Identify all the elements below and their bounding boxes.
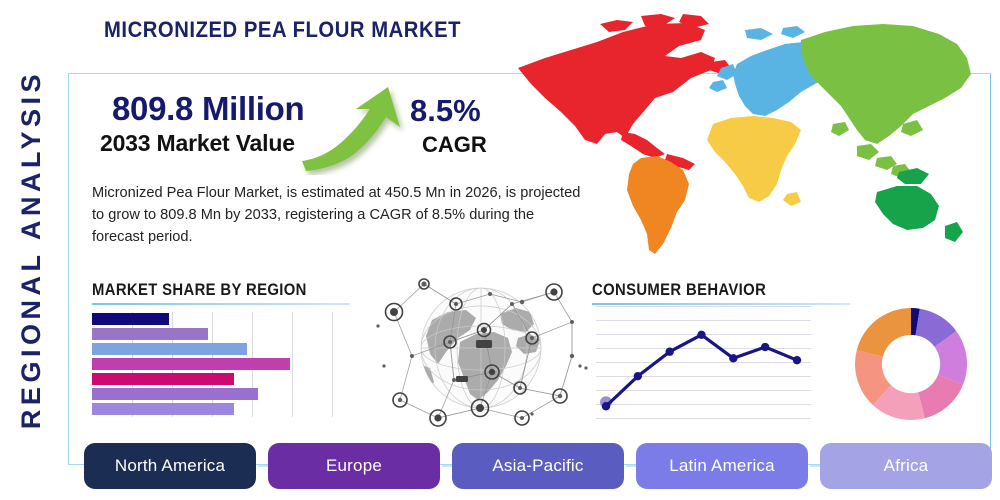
donut-svg bbox=[855, 308, 967, 420]
line-chart-gridline bbox=[596, 404, 811, 405]
region-chip-label: Europe bbox=[325, 456, 383, 475]
region-chip-africa[interactable]: Africa bbox=[820, 443, 992, 489]
line-chart-svg bbox=[600, 330, 802, 411]
bar-chart-bar bbox=[92, 403, 234, 415]
map-region-asia bbox=[801, 24, 971, 178]
market-value: 809.8 Million bbox=[112, 90, 305, 127]
line-chart-marker bbox=[665, 347, 674, 356]
bar-fill bbox=[92, 343, 247, 355]
market-value-label: 2033 Market Value bbox=[100, 130, 295, 156]
region-chip-latin-america[interactable]: Latin America bbox=[636, 443, 808, 489]
stats-row: 809.8 Million 2033 Market Value 8.5% CAG… bbox=[100, 87, 520, 171]
donut-slice bbox=[934, 331, 967, 385]
line-chart-gridline bbox=[596, 390, 811, 391]
donut-chart-consumer-behavior bbox=[855, 308, 967, 420]
donut-slice bbox=[915, 308, 957, 347]
line-chart-marker bbox=[729, 354, 738, 363]
bar-fill bbox=[92, 313, 169, 325]
region-chip-label: Africa bbox=[883, 456, 929, 475]
map-region-africa bbox=[707, 116, 801, 206]
bar-chart-bar bbox=[92, 358, 290, 370]
bar-chart-gridline bbox=[332, 312, 333, 417]
donut-slice bbox=[855, 350, 892, 405]
global-network-globe-icon bbox=[372, 268, 590, 428]
line-chart-gridline bbox=[596, 348, 811, 349]
chip-connector bbox=[810, 465, 820, 467]
region-chip-label: North America bbox=[114, 456, 226, 475]
chip-connector bbox=[442, 465, 452, 467]
line-chart-gridline bbox=[596, 320, 811, 321]
section-title-consumer-behavior: CONSUMER BEHAVIOR bbox=[592, 281, 767, 299]
map-region-oceania bbox=[875, 168, 963, 242]
bar-chart-bar bbox=[92, 388, 259, 400]
section-header-consumer-behavior: CONSUMER BEHAVIOR bbox=[592, 281, 850, 305]
region-chip-list: North America Europe Asia-Pacific Latin Ame… bbox=[84, 443, 992, 491]
chip-connector bbox=[626, 465, 636, 467]
region-chip-europe[interactable]: Europe bbox=[268, 443, 440, 489]
world-map bbox=[505, 6, 995, 261]
line-chart-marker bbox=[697, 330, 706, 339]
line-chart-consumer-behavior bbox=[596, 306, 811, 419]
line-chart-marker bbox=[633, 371, 643, 381]
bar-chart-bar bbox=[92, 373, 234, 385]
cagr-value: 8.5% bbox=[410, 93, 481, 128]
line-chart-gridline bbox=[596, 376, 811, 377]
section-rule bbox=[592, 303, 850, 305]
side-label: REGIONAL ANALYSIS bbox=[8, 55, 54, 445]
line-chart-marker bbox=[792, 355, 802, 365]
region-chip-asia-pacific[interactable]: Asia-Pacific bbox=[452, 443, 624, 489]
bar-fill bbox=[92, 388, 259, 400]
bar-chart-market-share bbox=[92, 312, 372, 417]
bar-fill bbox=[92, 373, 234, 385]
section-header-market-share: MARKET SHARE BY REGION bbox=[92, 281, 350, 305]
bar-fill bbox=[92, 328, 208, 340]
line-chart-gridline bbox=[596, 418, 811, 419]
donut-slice bbox=[918, 374, 964, 419]
bar-chart-bar bbox=[92, 328, 208, 340]
section-rule bbox=[92, 303, 350, 305]
growth-arrow-icon bbox=[300, 85, 410, 175]
section-title-market-share: MARKET SHARE BY REGION bbox=[92, 281, 307, 299]
side-label-text: REGIONAL ANALYSIS bbox=[15, 70, 46, 430]
donut-slice bbox=[856, 308, 911, 357]
line-chart-gridline bbox=[596, 306, 811, 307]
bar-chart-bar bbox=[92, 313, 169, 325]
map-region-south-america bbox=[627, 156, 689, 254]
bar-fill bbox=[92, 403, 234, 415]
bar-fill bbox=[92, 358, 290, 370]
map-region-north-america bbox=[518, 14, 731, 170]
bar-chart-bar bbox=[92, 343, 247, 355]
line-chart-marker bbox=[601, 402, 611, 411]
page-title: MICRONIZED PEA FLOUR MARKET bbox=[104, 17, 462, 42]
cagr-label: CAGR bbox=[422, 132, 487, 157]
bar-chart-gridline bbox=[292, 312, 293, 417]
chip-connector bbox=[258, 465, 268, 467]
description-text: Micronized Pea Flour Market, is estimate… bbox=[92, 185, 581, 245]
line-chart-gridline bbox=[596, 362, 811, 363]
donut-slice bbox=[872, 385, 925, 420]
line-chart-marker bbox=[760, 342, 770, 352]
region-chip-north-america[interactable]: North America bbox=[84, 443, 256, 489]
region-chip-label: Latin America bbox=[669, 456, 775, 475]
donut-slice bbox=[911, 308, 920, 336]
region-chip-label: Asia-Pacific bbox=[492, 456, 584, 475]
